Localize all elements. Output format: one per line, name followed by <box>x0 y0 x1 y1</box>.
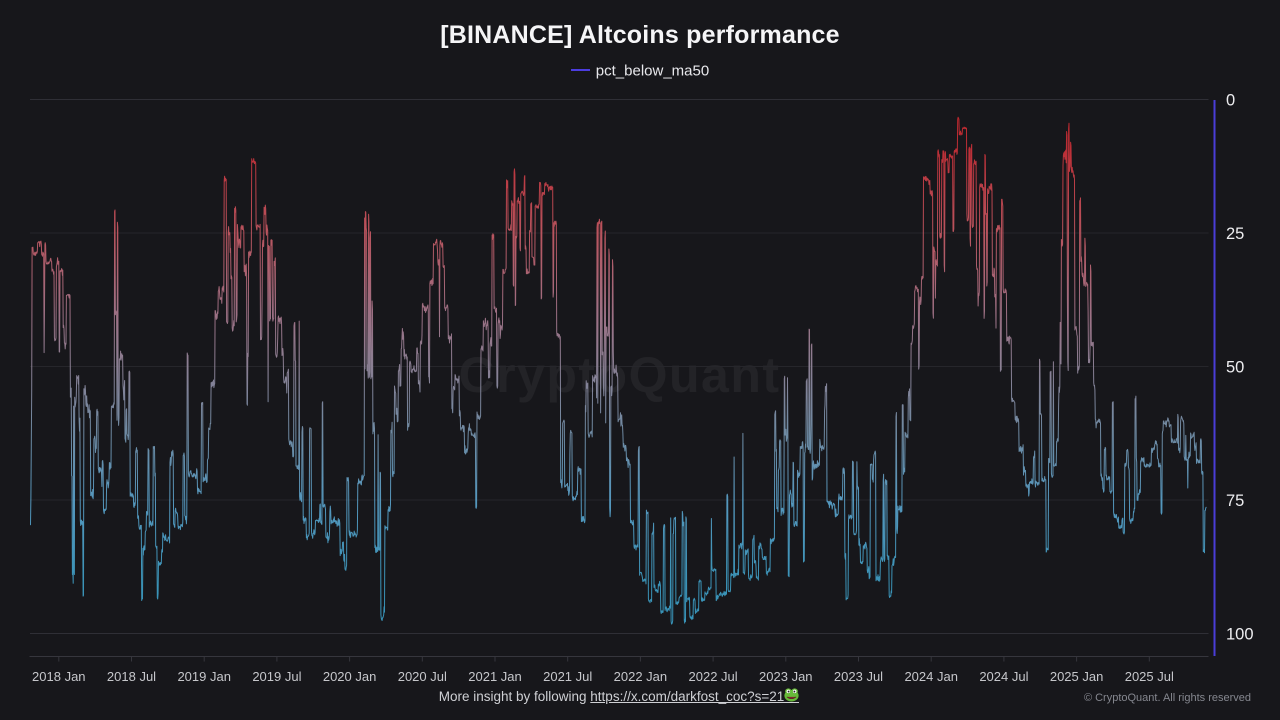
svg-text:2025 Jan: 2025 Jan <box>1050 669 1104 684</box>
svg-text:2023 Jan: 2023 Jan <box>759 669 813 684</box>
svg-text:2019 Jul: 2019 Jul <box>252 669 301 684</box>
svg-text:2021 Jan: 2021 Jan <box>468 669 522 684</box>
svg-text:2023 Jul: 2023 Jul <box>834 669 883 684</box>
svg-text:75: 75 <box>1226 492 1244 510</box>
svg-text:2024 Jan: 2024 Jan <box>904 669 958 684</box>
svg-text:2021 Jul: 2021 Jul <box>543 669 592 684</box>
svg-text:0: 0 <box>1226 92 1235 110</box>
svg-text:2019 Jan: 2019 Jan <box>177 669 231 684</box>
svg-text:2022 Jul: 2022 Jul <box>689 669 738 684</box>
svg-text:2025 Jul: 2025 Jul <box>1125 669 1174 684</box>
svg-text:2022 Jan: 2022 Jan <box>614 669 668 684</box>
svg-text:2018 Jul: 2018 Jul <box>107 669 156 684</box>
svg-text:2024 Jul: 2024 Jul <box>979 669 1028 684</box>
svg-text:100: 100 <box>1226 626 1254 644</box>
svg-text:25: 25 <box>1226 225 1244 243</box>
svg-text:2020 Jul: 2020 Jul <box>398 669 447 684</box>
svg-text:2020 Jan: 2020 Jan <box>323 669 377 684</box>
svg-text:2018 Jan: 2018 Jan <box>32 669 86 684</box>
svg-text:50: 50 <box>1226 359 1244 377</box>
